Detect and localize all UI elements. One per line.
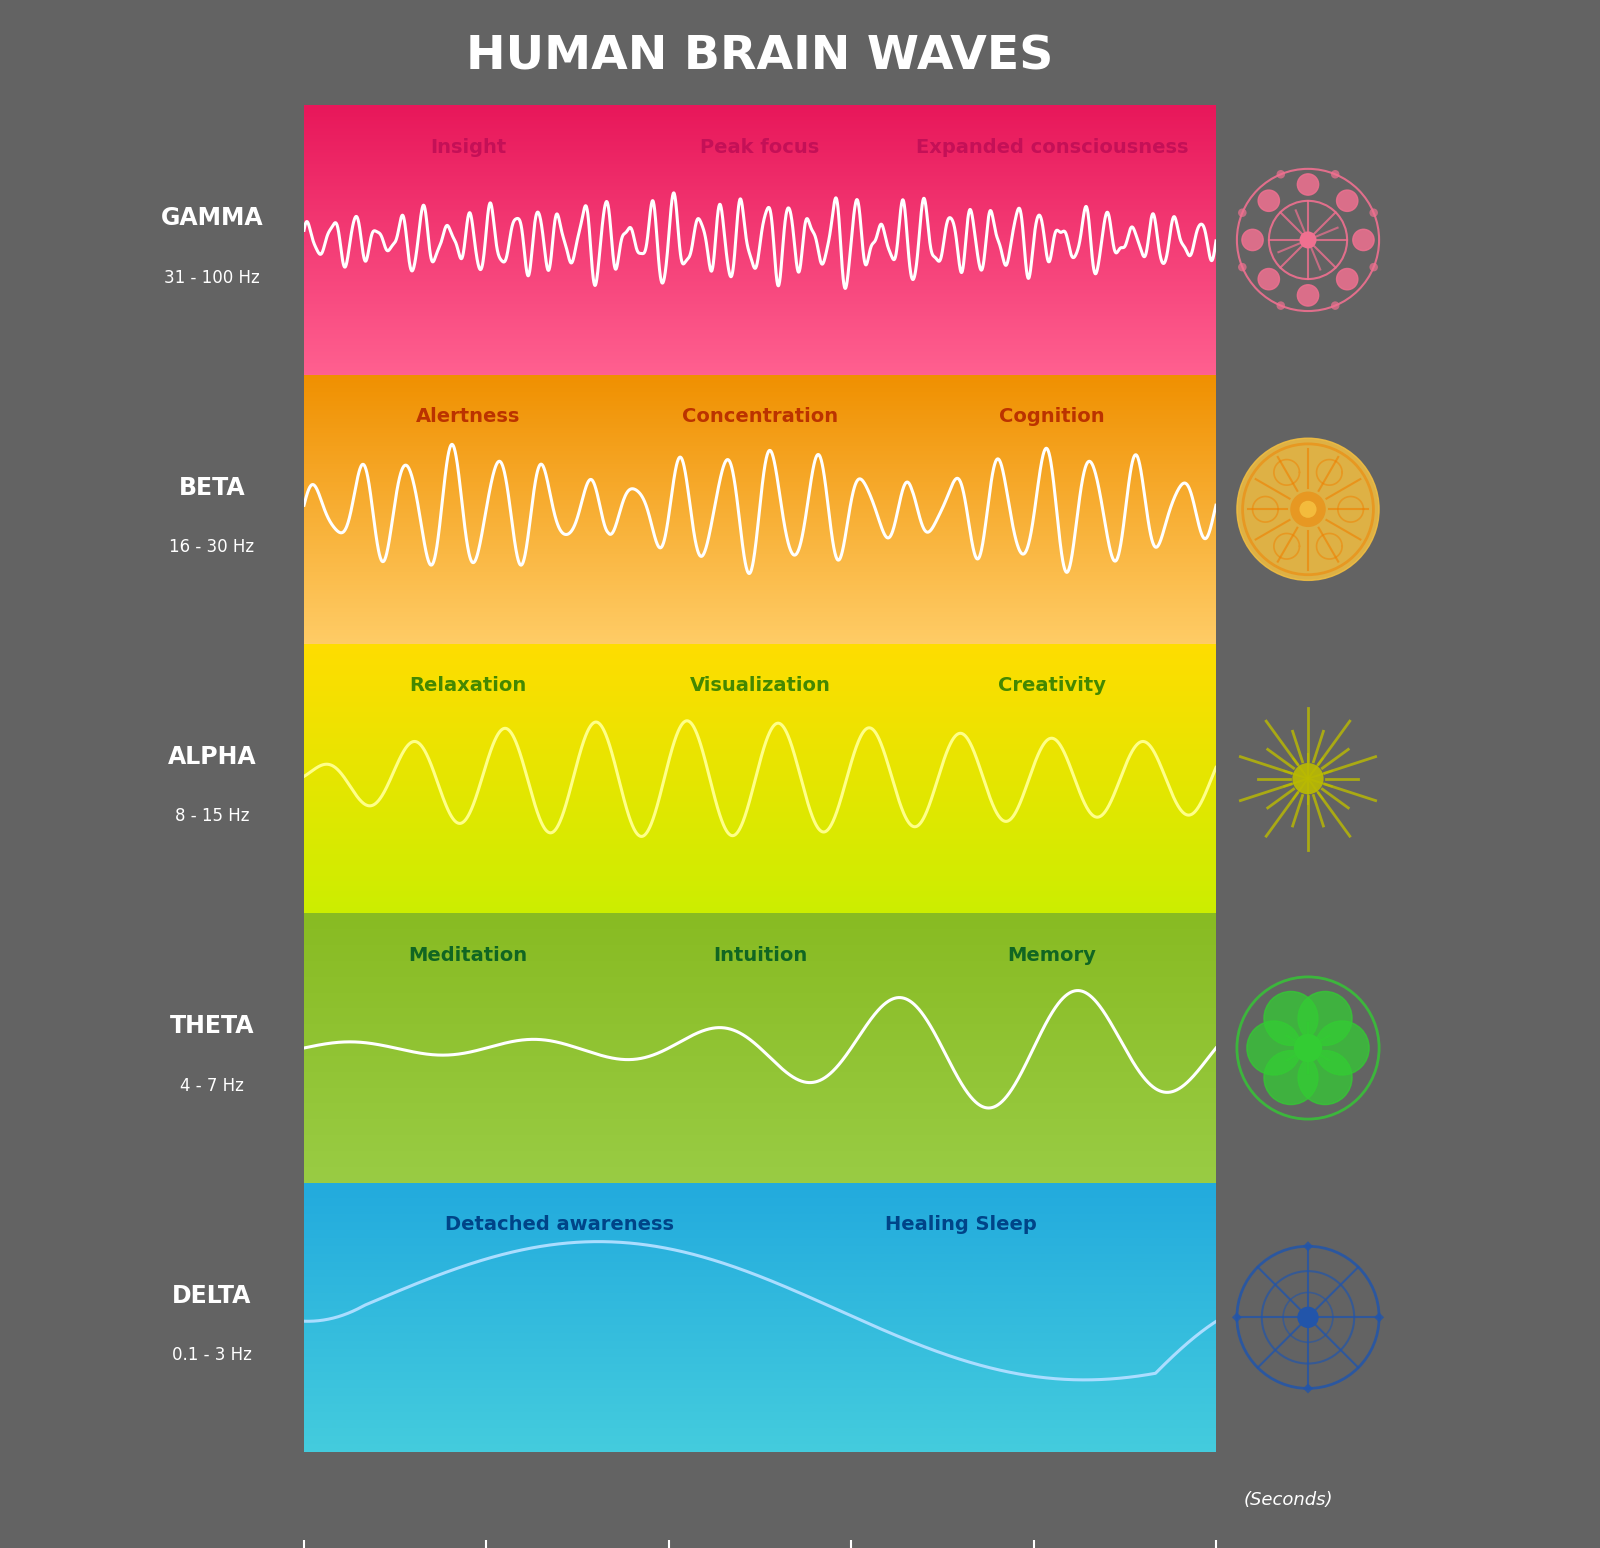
Text: 8 - 15 Hz: 8 - 15 Hz — [174, 808, 250, 825]
Polygon shape — [1302, 1384, 1314, 1393]
Text: 31 - 100 Hz: 31 - 100 Hz — [165, 269, 259, 286]
Circle shape — [1331, 302, 1339, 310]
Polygon shape — [1374, 1313, 1384, 1322]
Text: 16 - 30 Hz: 16 - 30 Hz — [170, 539, 254, 556]
Text: Concentration: Concentration — [682, 407, 838, 426]
Circle shape — [1298, 285, 1318, 307]
Circle shape — [1264, 991, 1318, 1045]
Circle shape — [1238, 209, 1246, 217]
Text: 4 - 7 Hz: 4 - 7 Hz — [181, 1077, 243, 1094]
Text: Creativity: Creativity — [998, 676, 1106, 695]
Circle shape — [1290, 492, 1326, 526]
Text: Meditation: Meditation — [408, 946, 528, 964]
Circle shape — [1298, 991, 1352, 1045]
Circle shape — [1258, 190, 1280, 212]
Text: Healing Sleep: Healing Sleep — [885, 1215, 1037, 1234]
Text: ALPHA: ALPHA — [168, 745, 256, 769]
Polygon shape — [1302, 1241, 1314, 1251]
Circle shape — [1246, 1022, 1301, 1074]
Text: Memory: Memory — [1008, 946, 1096, 964]
Polygon shape — [1232, 1313, 1242, 1322]
Text: (Seconds): (Seconds) — [1243, 1491, 1333, 1509]
Circle shape — [1352, 229, 1374, 251]
Text: HUMAN BRAIN WAVES: HUMAN BRAIN WAVES — [466, 34, 1054, 79]
Circle shape — [1238, 263, 1246, 271]
Circle shape — [1277, 302, 1285, 310]
Circle shape — [1315, 1022, 1370, 1074]
Circle shape — [1298, 1307, 1318, 1328]
Circle shape — [1293, 763, 1323, 794]
Circle shape — [1298, 173, 1318, 195]
Text: 0.1 - 3 Hz: 0.1 - 3 Hz — [173, 1347, 251, 1364]
Circle shape — [1237, 438, 1379, 580]
Circle shape — [1370, 263, 1378, 271]
Circle shape — [1299, 500, 1317, 519]
Circle shape — [1258, 268, 1280, 289]
Text: THETA: THETA — [170, 1014, 254, 1039]
Circle shape — [1242, 229, 1264, 251]
Text: Cognition: Cognition — [998, 407, 1104, 426]
Circle shape — [1298, 1051, 1352, 1105]
Text: Intuition: Intuition — [714, 946, 806, 964]
Circle shape — [1336, 190, 1358, 212]
Text: Relaxation: Relaxation — [410, 676, 526, 695]
Circle shape — [1299, 231, 1317, 249]
Text: Detached awareness: Detached awareness — [445, 1215, 674, 1234]
Text: Peak focus: Peak focus — [701, 138, 819, 156]
Circle shape — [1370, 209, 1378, 217]
Circle shape — [1331, 170, 1339, 178]
Text: BETA: BETA — [179, 475, 245, 500]
Text: Insight: Insight — [430, 138, 506, 156]
Circle shape — [1294, 1034, 1322, 1062]
Circle shape — [1264, 1051, 1318, 1105]
Text: DELTA: DELTA — [173, 1283, 251, 1308]
Text: Visualization: Visualization — [690, 676, 830, 695]
Text: GAMMA: GAMMA — [160, 206, 264, 231]
Text: Alertness: Alertness — [416, 407, 520, 426]
Text: Expanded consciousness: Expanded consciousness — [915, 138, 1189, 156]
Circle shape — [1336, 268, 1358, 289]
Circle shape — [1277, 170, 1285, 178]
